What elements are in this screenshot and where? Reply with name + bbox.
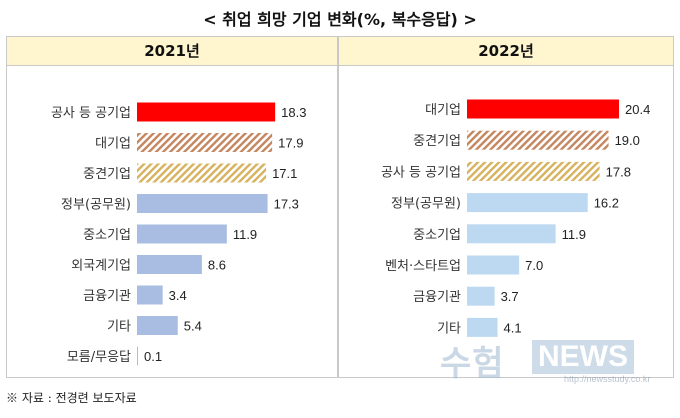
- category-label: 대기업: [425, 103, 461, 118]
- category-label: 공사 등 공기업: [51, 106, 131, 121]
- bar: [137, 163, 267, 183]
- bar: [137, 102, 276, 122]
- category-label: 외국계기업: [71, 259, 131, 274]
- bar: [137, 224, 227, 244]
- value-label: 11.9: [233, 227, 257, 242]
- watermark-text: 수험: [440, 344, 505, 384]
- bar: [467, 99, 619, 119]
- category-label: 중소기업: [413, 228, 461, 243]
- bar: [467, 255, 520, 275]
- bar: [467, 130, 609, 150]
- bar: [467, 161, 600, 181]
- value-label: 4.1: [504, 320, 522, 335]
- category-label: 기타: [437, 321, 461, 336]
- bar: [137, 285, 163, 305]
- panel-header-2021: 2021년: [7, 37, 337, 66]
- panel-2021: 2021년 공사 등 공기업 18.3 대기업 17.9 중견기업 17.1 정부(공무원)…: [6, 36, 338, 378]
- source-footnote: ※ 자료 : 전경련 보도자료: [6, 391, 137, 405]
- bar: [467, 317, 498, 337]
- category-label: 중소기업: [83, 228, 131, 243]
- value-label: 11.9: [562, 227, 586, 242]
- value-label: 3.7: [501, 289, 519, 304]
- value-label: 17.9: [278, 136, 303, 151]
- category-label: 기타: [107, 320, 131, 335]
- value-label: 18.3: [281, 105, 306, 120]
- value-label: 19.0: [615, 133, 640, 148]
- watermark-logo: 수험 NEWS http://newsstudy.co.kr: [440, 336, 668, 384]
- bar: [467, 193, 588, 213]
- value-label: 3.4: [169, 288, 187, 303]
- value-label: 7.0: [525, 258, 543, 273]
- bar: [137, 346, 138, 366]
- bar: [137, 133, 273, 152]
- category-label: 벤처·스타트업: [385, 259, 461, 274]
- value-label: 20.4: [625, 102, 650, 117]
- category-label: 금융기관: [83, 289, 131, 304]
- value-label: 17.3: [274, 197, 299, 212]
- value-label: 16.2: [594, 196, 619, 211]
- category-label: 정부(공무원): [61, 198, 131, 213]
- watermark-url: http://newsstudy.co.kr: [564, 374, 651, 384]
- bar: [467, 224, 556, 244]
- category-label: 중견기업: [413, 134, 461, 149]
- panel-2022: 2022년 대기업 20.4 중견기업 19.0 공사 등 공기업 17.8 정부(공무원)…: [338, 36, 674, 378]
- category-label: 공사 등 공기업: [381, 165, 461, 180]
- panel-header-2022: 2022년: [339, 37, 673, 66]
- value-label: 17.8: [606, 164, 631, 179]
- category-label: 금융기관: [413, 290, 461, 305]
- value-label: 5.4: [184, 319, 202, 334]
- category-label: 중견기업: [83, 167, 131, 182]
- bar-chart-2021: 공사 등 공기업 18.3 대기업 17.9 중견기업 17.1 정부(공무원) 17.3 중소…: [51, 102, 306, 366]
- bar: [467, 286, 495, 306]
- value-label: 17.1: [272, 166, 297, 181]
- category-label: 대기업: [95, 137, 131, 152]
- bar: [137, 255, 202, 274]
- chart-title: < 취업 희망 기업 변화(%, 복수응답) >: [203, 10, 477, 29]
- category-label: 정부(공무원): [391, 197, 461, 212]
- bar: [137, 316, 178, 335]
- value-label: 8.6: [208, 258, 226, 273]
- bar: [137, 194, 268, 213]
- watermark-news: NEWS: [532, 340, 634, 374]
- bar-chart-2022: 대기업 20.4 중견기업 19.0 공사 등 공기업 17.8 정부(공무원) 16.2 중소…: [381, 99, 650, 337]
- category-label: 모름/무응답: [67, 350, 131, 365]
- value-label: 0.1: [144, 349, 162, 364]
